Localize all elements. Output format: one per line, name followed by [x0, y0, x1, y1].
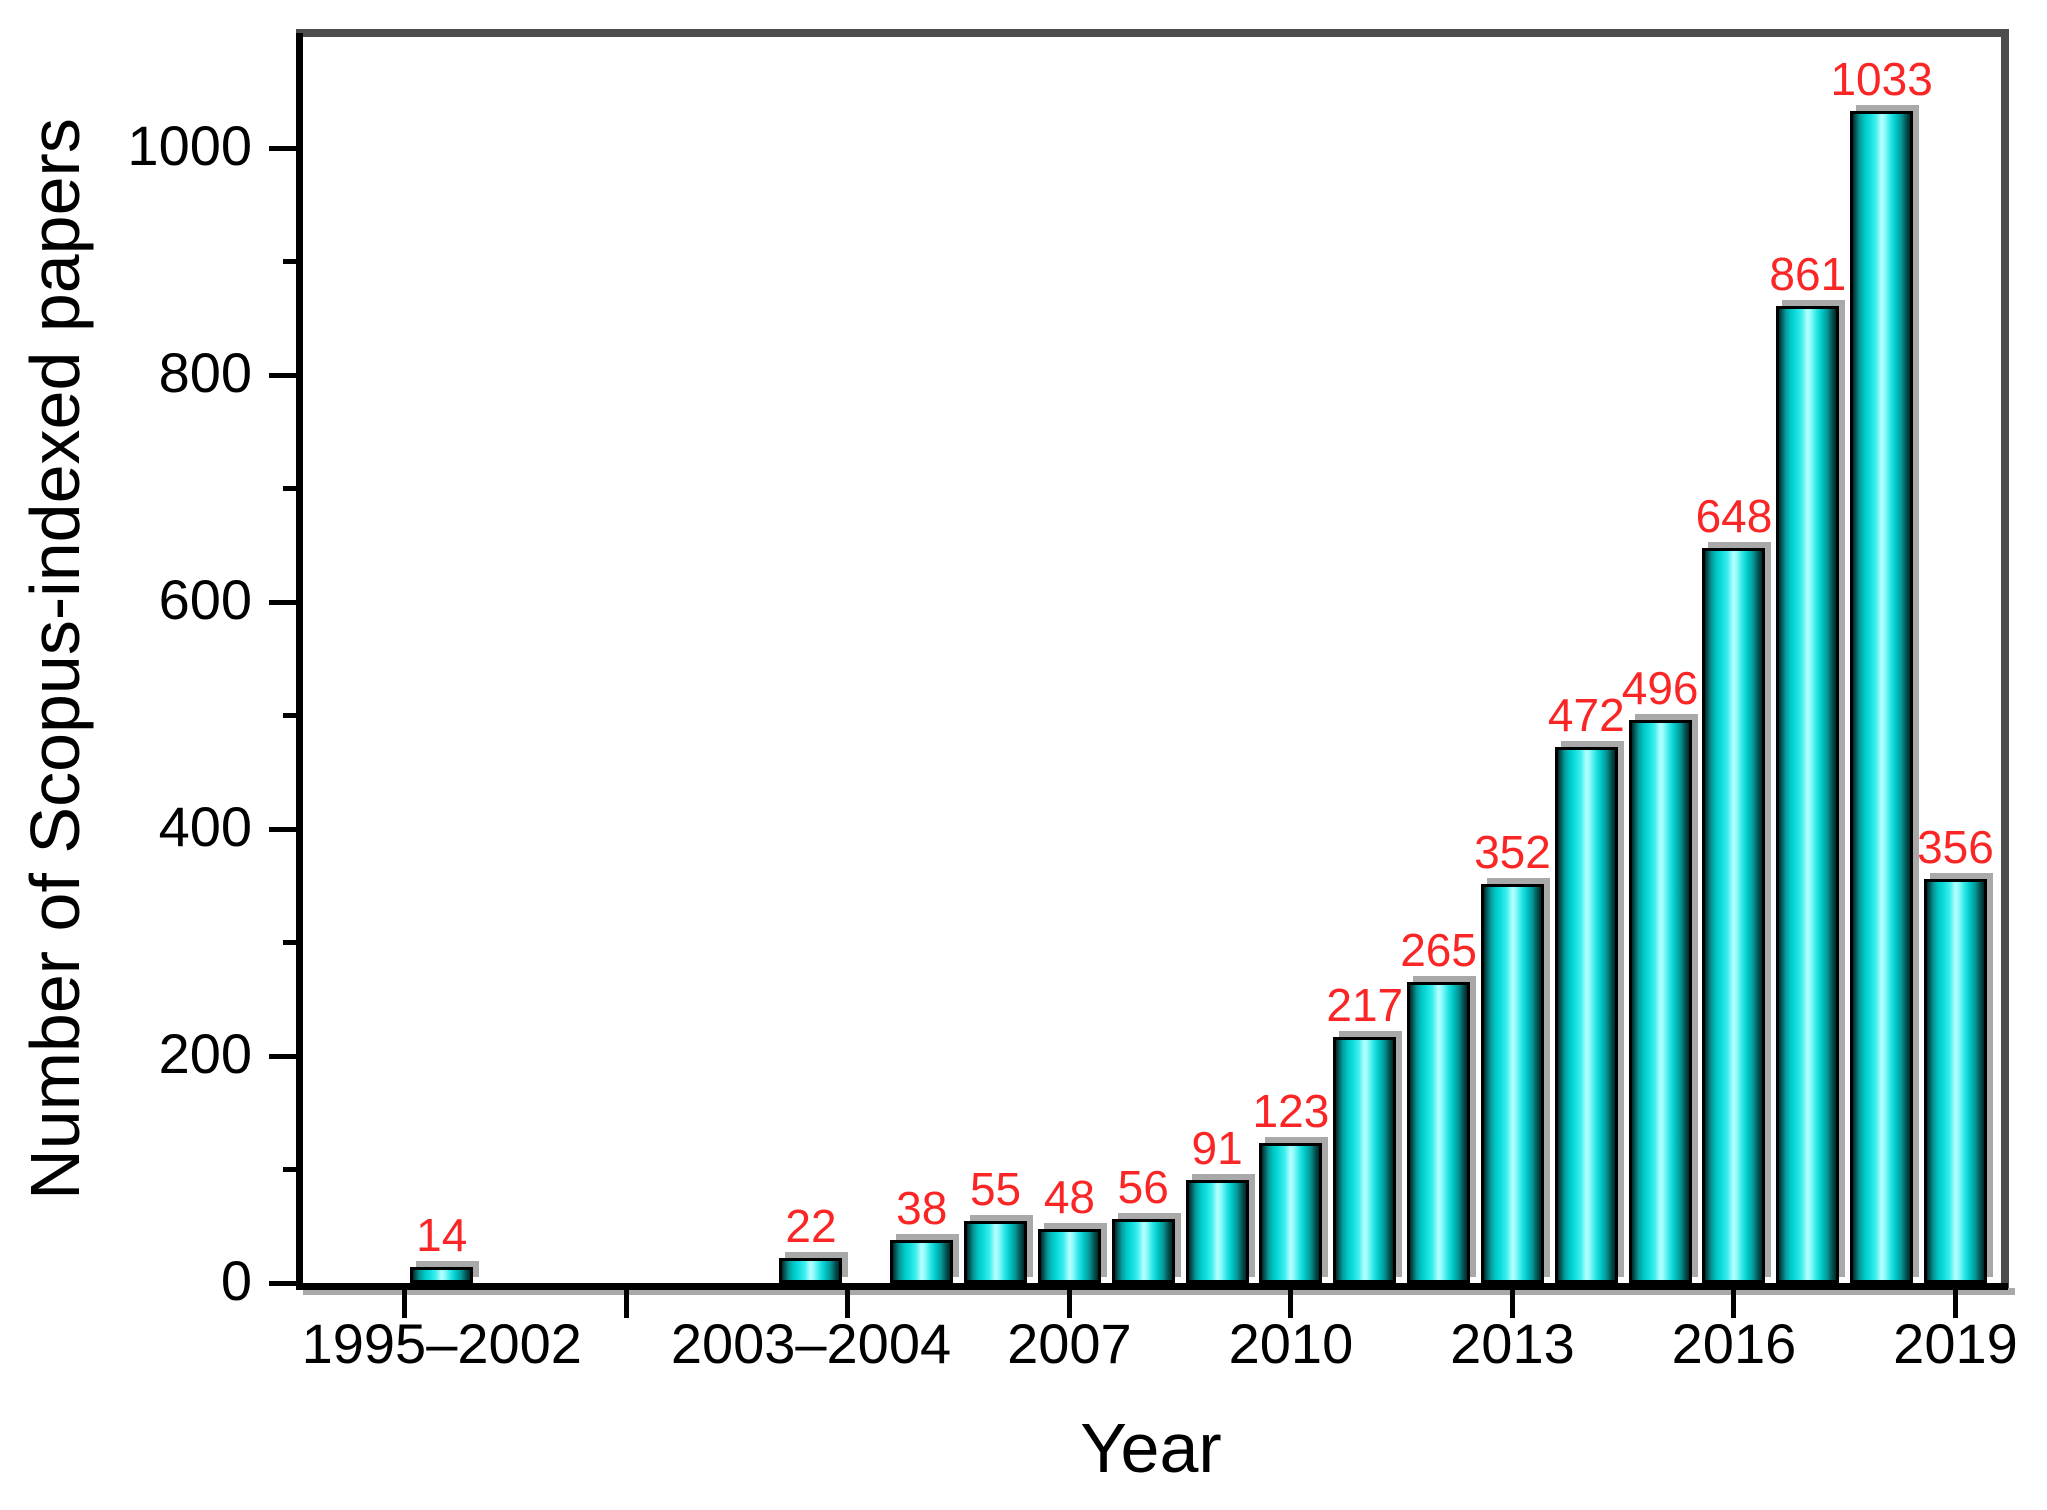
x-tick-label: 2013 — [1450, 1312, 1575, 1375]
y-tick-label: 800 — [158, 341, 252, 405]
bar-2016 — [1702, 547, 1766, 1283]
bar-value-label: 265 — [1400, 924, 1477, 977]
bar-value-label: 648 — [1695, 489, 1773, 542]
x-tick — [1066, 1290, 1072, 1318]
y-major-tick — [269, 372, 300, 378]
y-major-tick — [269, 1280, 300, 1286]
plot-frame-top — [296, 29, 2008, 37]
bar-2014 — [1554, 747, 1618, 1283]
y-axis-title: Number of Scopus-indexed papers — [16, 118, 94, 1200]
y-minor-tick — [283, 1167, 300, 1173]
bar-value-label: 1033 — [1830, 53, 1933, 105]
bar-value-label: 123 — [1252, 1085, 1330, 1138]
plot-frame-right — [2001, 29, 2009, 1289]
bar-2005 — [890, 1239, 954, 1283]
bar-2008 — [1111, 1219, 1175, 1283]
x-tick — [845, 1290, 851, 1318]
y-minor-tick — [283, 713, 300, 719]
bar-value-label: 14 — [416, 1209, 468, 1262]
bar-2011 — [1333, 1036, 1397, 1283]
x-tick-label: 1995–2002 — [301, 1312, 582, 1375]
bar-2013 — [1480, 883, 1544, 1283]
bar-value-label: 56 — [1117, 1161, 1169, 1214]
bar-1995–2002 — [410, 1267, 474, 1283]
x-tick-label: 2010 — [1228, 1312, 1354, 1375]
x-tick — [1509, 1290, 1515, 1318]
bar-value-label: 38 — [896, 1181, 948, 1234]
bar-2009 — [1185, 1179, 1249, 1283]
bar-2017 — [1776, 306, 1840, 1283]
bar-value-label: 217 — [1326, 978, 1404, 1031]
bar-2012 — [1407, 982, 1471, 1283]
x-axis-title: Year — [1080, 1409, 1222, 1487]
bar-value-label: 22 — [785, 1200, 837, 1253]
x-tick-label: 2019 — [1893, 1312, 2018, 1375]
y-major-tick — [269, 145, 300, 151]
x-tick-label: 2007 — [1007, 1312, 1132, 1375]
x-axis-line — [296, 1283, 2008, 1290]
bar-2003–2004 — [779, 1258, 843, 1283]
x-tick — [623, 1290, 629, 1318]
bar-value-label: 472 — [1547, 689, 1625, 742]
bar-value-label: 55 — [969, 1162, 1022, 1215]
bar-2018 — [1850, 111, 1914, 1283]
y-major-tick — [269, 1053, 300, 1059]
x-tick-label: 2003–2004 — [670, 1312, 952, 1375]
bar-value-label: 91 — [1191, 1121, 1243, 1174]
y-tick-label: 600 — [158, 568, 252, 632]
y-tick-label: 400 — [158, 795, 252, 859]
x-tick — [1288, 1290, 1294, 1318]
y-minor-tick — [283, 940, 300, 946]
y-tick-label: 1000 — [127, 114, 252, 178]
bar-value-label: 48 — [1043, 1170, 1095, 1223]
bar-2007 — [1037, 1228, 1101, 1283]
y-major-tick — [269, 826, 300, 832]
x-tick-label: 2016 — [1671, 1312, 1797, 1375]
x-tick — [402, 1290, 408, 1318]
x-tick — [1952, 1290, 1958, 1318]
bar-value-label: 861 — [1769, 248, 1847, 301]
y-tick-label: 200 — [158, 1022, 252, 1086]
bar-2006 — [964, 1220, 1028, 1283]
bar-value-label: 356 — [1917, 821, 1994, 874]
y-minor-tick — [283, 486, 300, 492]
y-axis-line — [296, 33, 303, 1289]
bar-2010 — [1259, 1143, 1323, 1283]
bar-2019 — [1923, 879, 1987, 1283]
y-major-tick — [269, 599, 300, 605]
bar-value-label: 496 — [1621, 662, 1699, 715]
x-tick — [1731, 1290, 1737, 1318]
bar-2015 — [1628, 720, 1692, 1283]
y-tick-label: 0 — [220, 1249, 252, 1312]
bar-value-label: 352 — [1474, 825, 1551, 878]
y-minor-tick — [283, 259, 300, 265]
